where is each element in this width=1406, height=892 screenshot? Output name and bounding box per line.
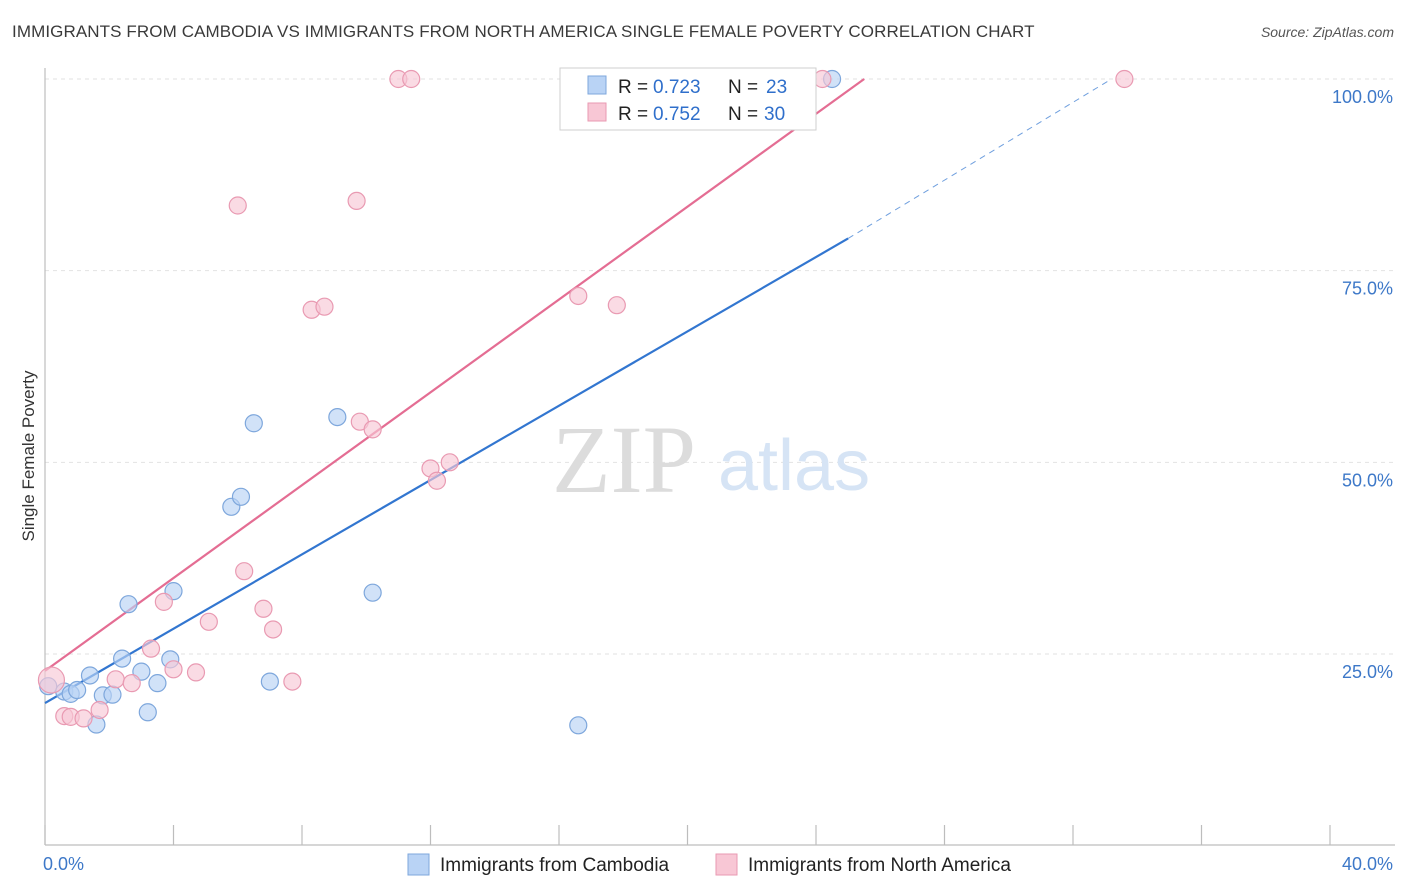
point-north-america-12 (228, 196, 247, 215)
legend-n-label-1: N = (728, 77, 758, 98)
legend-n-value-2: 30 (764, 104, 785, 125)
point-cambodia-9 (119, 595, 138, 614)
y-tick-labels: 25.0% 50.0% 75.0% 100.0% (1332, 87, 1393, 682)
point-cambodia-4 (80, 666, 100, 685)
y-tick-label-0: 25.0% (1342, 662, 1393, 682)
watermark-atlas: atlas (718, 426, 870, 506)
point-north-america-6 (122, 674, 141, 693)
legend-n-value-1: 23 (766, 77, 787, 98)
point-cambodia-20 (363, 583, 382, 602)
axes (44, 68, 1395, 846)
point-north-america-23 (402, 69, 421, 89)
point-cambodia-3 (68, 680, 87, 700)
trend-line-cambodia-extension (847, 78, 1112, 239)
bottom-legend-label-north-america: Immigrants from North America (748, 855, 1011, 876)
point-cambodia-16 (231, 487, 251, 506)
legend-swatch-cambodia (587, 75, 607, 95)
watermark-zip: ZIP (552, 406, 696, 513)
y-tick-label-2: 75.0% (1342, 279, 1393, 299)
trend-lines (44, 78, 1112, 705)
point-north-america-18 (315, 297, 334, 316)
point-cambodia-11 (138, 703, 157, 722)
bottom-legend: Immigrants from Cambodia Immigrants from… (407, 853, 1011, 876)
point-north-america-27 (569, 286, 588, 306)
point-cambodia-12 (148, 674, 167, 693)
point-north-america-9 (164, 660, 183, 679)
legend-r-value-2: 0.752 (653, 104, 701, 125)
point-north-america-3 (74, 709, 93, 728)
point-north-america-19 (347, 191, 366, 210)
x-tick-label-0: 0.0% (43, 854, 84, 874)
legend: R = 0.723 N = 23 R = 0.752 N = 30 (559, 67, 817, 131)
point-north-america-28 (607, 296, 626, 315)
point-north-america-0 (37, 666, 66, 694)
source-credit: Source: ZipAtlas.com (1260, 24, 1394, 40)
trend-line-north-america (44, 78, 865, 672)
point-north-america-7 (141, 639, 161, 658)
x-tick-label-1: 40.0% (1342, 854, 1393, 874)
point-cambodia-8 (112, 649, 132, 668)
point-cambodia-21 (569, 716, 588, 735)
chart-title: IMMIGRANTS FROM CAMBODIA VS IMMIGRANTS F… (12, 22, 1035, 41)
bottom-legend-swatch-cambodia (407, 853, 430, 876)
point-north-america-8 (154, 592, 173, 611)
point-north-america-26 (440, 453, 459, 472)
legend-n-label-2: N = (728, 104, 758, 125)
legend-r-label-1: R = (618, 77, 648, 98)
point-north-america-10 (186, 663, 206, 682)
point-north-america-25 (427, 471, 447, 490)
point-north-america-16 (283, 672, 302, 691)
point-cambodia-17 (244, 414, 263, 433)
point-north-america-4 (90, 700, 109, 720)
point-cambodia-18 (260, 672, 279, 691)
x-tick-labels: 0.0% 40.0% (43, 854, 1393, 874)
point-cambodia-7 (103, 685, 122, 704)
bottom-legend-label-cambodia: Immigrants from Cambodia (440, 855, 670, 876)
point-north-america-21 (363, 420, 382, 439)
y-tick-label-3: 100.0% (1332, 87, 1393, 107)
legend-r-value-1: 0.723 (653, 77, 701, 98)
bottom-legend-swatch-north-america (715, 853, 738, 876)
y-axis-label: Single Female Poverty (19, 370, 38, 542)
point-north-america-15 (263, 620, 283, 639)
data-points (37, 69, 1134, 735)
point-north-america-14 (254, 599, 273, 618)
point-cambodia-19 (328, 408, 347, 427)
point-north-america-30 (1115, 69, 1134, 89)
point-north-america-5 (106, 670, 125, 689)
point-north-america-11 (199, 612, 218, 631)
legend-swatch-north-america (587, 102, 607, 122)
legend-r-label-2: R = (618, 104, 648, 125)
y-tick-label-1: 50.0% (1342, 470, 1393, 490)
point-north-america-13 (235, 562, 254, 581)
